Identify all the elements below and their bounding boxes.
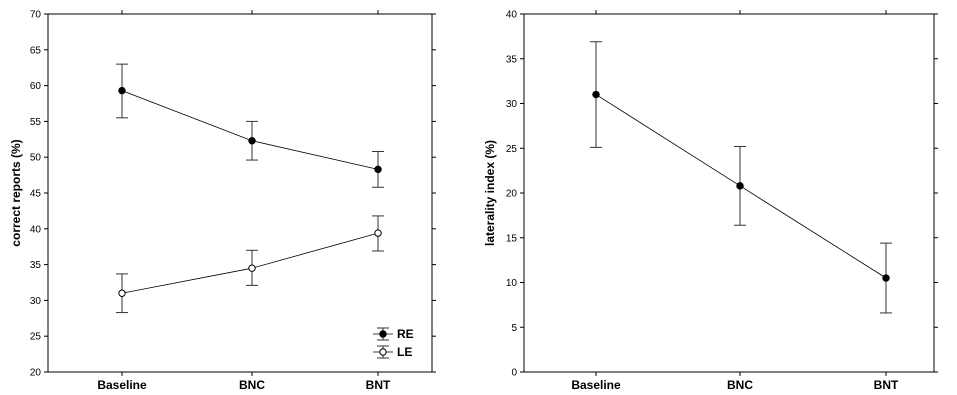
y-tick-label: 20 bbox=[506, 189, 518, 200]
x-tick-label: BNT bbox=[366, 378, 391, 392]
data-point bbox=[118, 289, 126, 297]
legend-label: LE bbox=[397, 345, 412, 359]
y-tick-label: 65 bbox=[30, 45, 42, 56]
y-tick-label: 25 bbox=[30, 332, 42, 343]
plot-frame bbox=[523, 13, 935, 373]
legend-marker bbox=[379, 348, 387, 356]
y-tick-label: 40 bbox=[506, 10, 518, 21]
x-tick-label: BNC bbox=[239, 378, 265, 392]
y-tick-label: 50 bbox=[30, 153, 42, 164]
data-point bbox=[592, 90, 600, 99]
y-tick-label: 55 bbox=[30, 117, 42, 128]
chart-correct-reports: 20 25 30 35 40 45 50 55 60 65 70 Baseline BNC BNT corr… bbox=[9, 10, 436, 392]
data-point bbox=[248, 264, 256, 272]
y-tick-label: 60 bbox=[30, 81, 42, 92]
y-tick-label: 15 bbox=[506, 233, 518, 244]
y-tick-label: 25 bbox=[506, 144, 518, 155]
y-tick-label: 45 bbox=[30, 189, 42, 200]
data-point bbox=[736, 182, 744, 190]
x-tick-label: BNT bbox=[874, 378, 899, 392]
x-tick-label: BNC bbox=[727, 378, 753, 392]
y-tick-label: 30 bbox=[506, 99, 518, 110]
y-tick-label: 40 bbox=[30, 224, 42, 235]
y-axis-label: laterality index (%) bbox=[483, 140, 497, 246]
y-tick-label: 70 bbox=[30, 10, 42, 21]
y-tick-label: 35 bbox=[30, 260, 42, 271]
series-line bbox=[121, 232, 379, 294]
data-point bbox=[248, 137, 256, 145]
legend-marker bbox=[379, 330, 387, 338]
data-point bbox=[118, 86, 126, 95]
y-tick-label: 0 bbox=[511, 368, 517, 379]
y-axis-label: correct reports (%) bbox=[9, 139, 23, 246]
data-point bbox=[374, 229, 382, 237]
y-tick-label: 30 bbox=[30, 296, 42, 307]
chart-laterality-index: 0 5 10 15 20 25 30 35 40 Baseline BNC BNT laterality… bbox=[483, 10, 938, 392]
legend-label: RE bbox=[397, 327, 414, 341]
data-point bbox=[374, 165, 382, 174]
x-tick-label: Baseline bbox=[97, 378, 147, 392]
plot-frame bbox=[47, 13, 433, 373]
series-line bbox=[121, 90, 379, 170]
data-point bbox=[882, 274, 890, 282]
y-tick-label: 35 bbox=[506, 54, 518, 65]
y-tick-label: 5 bbox=[511, 323, 517, 334]
x-tick-label: Baseline bbox=[571, 378, 621, 392]
y-tick-label: 10 bbox=[506, 278, 518, 289]
y-tick-label: 20 bbox=[30, 368, 42, 379]
